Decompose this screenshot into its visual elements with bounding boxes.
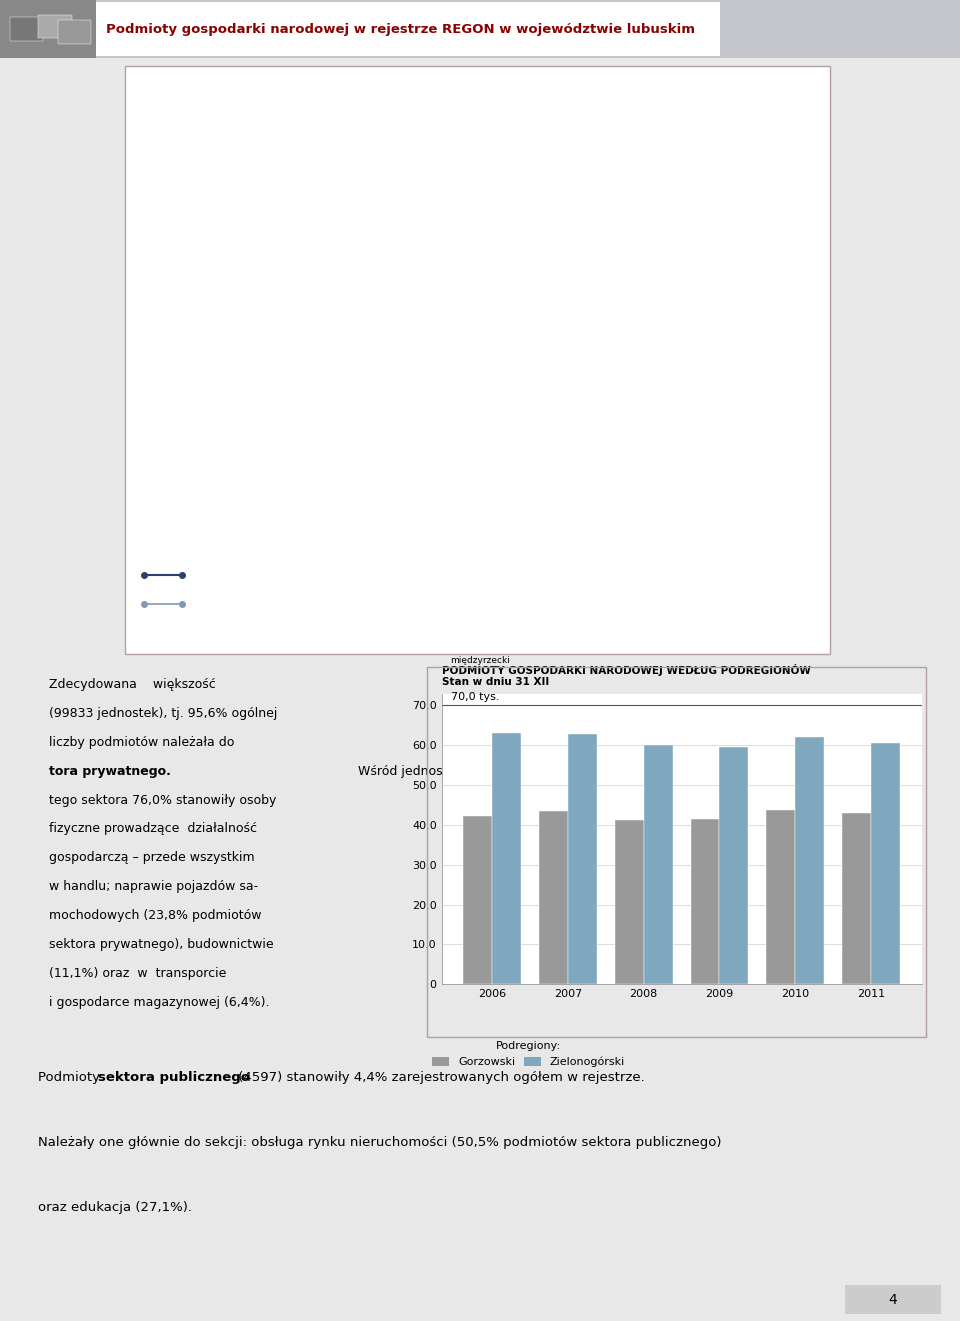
Text: sektora publicznego: sektora publicznego (99, 1071, 251, 1085)
Text: Wśród jednostek: Wśród jednostek (354, 765, 463, 778)
Point (588, 339, 604, 361)
Text: gospodarczą – przede wszystkim: gospodarczą – przede wszystkim (49, 851, 255, 864)
Bar (766, 810, 795, 984)
Point (472, 184, 488, 205)
Text: i gospodarce magazynowej (6,4%).: i gospodarce magazynowej (6,4%). (49, 996, 270, 1008)
Text: oraz edukacja (27,1%).: oraz edukacja (27,1%). (38, 1201, 192, 1214)
Point (516, 457, 531, 478)
Bar (58, 20, 91, 44)
Bar (10, 17, 43, 41)
Point (472, 127, 488, 148)
Text: (11,1%) oraz  w  transporcie: (11,1%) oraz w transporcie (49, 967, 227, 980)
Legend: Gorzowski, Zielonogórski: Gorzowski, Zielonogórski (428, 1037, 629, 1071)
Point (531, 379, 546, 400)
Point (431, 281, 446, 303)
Text: Podmioty: Podmioty (38, 1071, 105, 1085)
Text: tora prywatnego.: tora prywatnego. (49, 765, 171, 778)
Text: PODMIOTY GOSPODARKI NARODOWEJ WEDŁUG PODREGIONÓW
Stan w dniu 31 XII: PODMIOTY GOSPODARKI NARODOWEJ WEDŁUG POD… (442, 663, 810, 687)
Text: fizyczne prowadzące  działalność: fizyczne prowadzące działalność (49, 823, 257, 835)
Text: W 2011 R.: W 2011 R. (134, 95, 203, 108)
Point (551, 202, 566, 223)
Point (558, 346, 573, 367)
Point (443, 304, 458, 325)
Point (450, 361, 466, 382)
Point (443, 428, 458, 449)
Text: w tym osoby fizyczne prowadzące
działalność gospodarczą: w tym osoby fizyczne prowadzące działaln… (187, 592, 366, 616)
Point (530, 247, 545, 268)
Text: Stan w dniu 31 XII: Stan w dniu 31 XII (134, 116, 228, 127)
Point (408, 417, 423, 439)
Bar (615, 820, 644, 984)
Bar (871, 744, 900, 984)
Text: 4: 4 (888, 1293, 898, 1306)
Point (472, 441, 488, 462)
Bar (795, 737, 824, 984)
Point (472, 423, 488, 444)
Point (537, 417, 552, 439)
Bar (96, 3, 720, 55)
Point (551, 303, 566, 324)
Text: Należały one głównie do sekcji: obsługa rynku nieruchomości (50,5% podmiotów sek: Należały one głównie do sekcji: obsługa … (38, 1136, 722, 1149)
Bar (719, 748, 748, 984)
Point (433, 334, 448, 355)
Bar (568, 734, 597, 984)
Bar (492, 733, 521, 984)
Bar (540, 811, 568, 984)
Text: sek-: sek- (602, 736, 631, 749)
Text: sektora prywatnego), budownictwie: sektora prywatnego), budownictwie (49, 938, 274, 951)
Point (423, 406, 439, 427)
Text: (4597) stanowiły 4,4% zarejestrowanych ogółem w rejestrze.: (4597) stanowiły 4,4% zarejestrowanych o… (234, 1071, 645, 1085)
Text: liczby podmiotów należała do: liczby podmiotów należała do (49, 736, 239, 749)
Point (552, 384, 567, 406)
Point (576, 284, 591, 305)
Point (449, 413, 465, 435)
Text: w handlu; naprawie pojazdów sa-: w handlu; naprawie pojazdów sa- (49, 880, 258, 893)
Bar (464, 816, 492, 984)
Point (419, 322, 434, 343)
Text: tego sektora 76,0% stanowiły osoby: tego sektora 76,0% stanowiły osoby (49, 794, 276, 807)
Text: Zdecydowana    większość: Zdecydowana większość (49, 678, 216, 691)
Text: (99833 jednostek), tj. 95,6% ogólnej: (99833 jednostek), tj. 95,6% ogólnej (49, 707, 277, 720)
Bar (842, 812, 871, 984)
Text: Ogółem: Ogółem (187, 569, 228, 580)
Text: mochodowych (23,8% podmiotów: mochodowych (23,8% podmiotów (49, 909, 262, 922)
Point (442, 359, 457, 380)
Bar (38, 15, 72, 38)
Point (556, 432, 571, 453)
Text: PODMIOTY GOSPODARKI NARODOWEJ  WEDŁUG POWIATÓW: PODMIOTY GOSPODARKI NARODOWEJ WEDŁUG POW… (134, 73, 530, 87)
Point (405, 382, 420, 403)
Point (505, 433, 520, 454)
Text: 70,0 tys.: 70,0 tys. (450, 692, 499, 703)
Bar (690, 819, 719, 984)
Point (423, 376, 439, 398)
Bar (644, 745, 673, 984)
Text: Podmioty gospodarki narodowej w rejestrze REGON w województwie lubuskim: Podmioty gospodarki narodowej w rejestrz… (106, 22, 695, 36)
Bar (0, 0, 96, 58)
